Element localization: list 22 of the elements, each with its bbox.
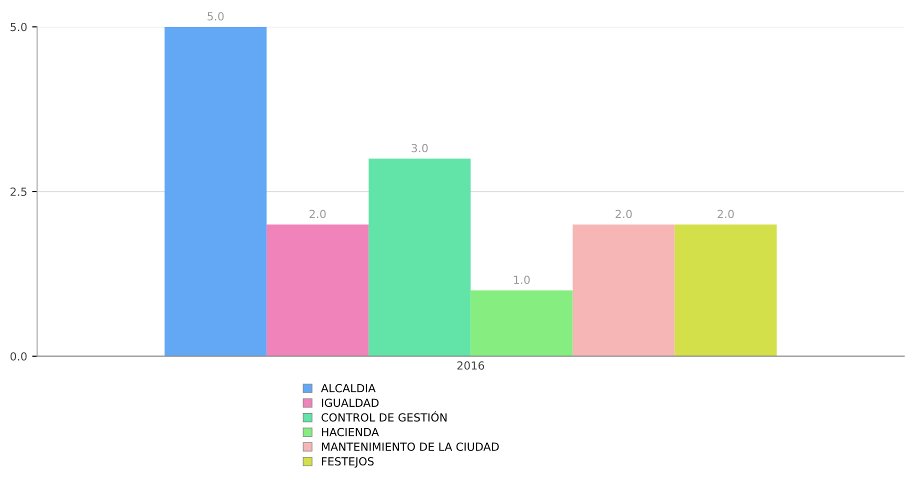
legend-label: FESTEJOS — [322, 457, 374, 468]
bar — [164, 26, 267, 356]
data-label: 5.0 — [208, 12, 224, 21]
bar — [470, 290, 573, 356]
y-tick-label: 0.0 — [10, 352, 27, 361]
bar — [572, 224, 675, 356]
bar — [266, 224, 369, 356]
legend-label: HACIENDA — [322, 428, 379, 436]
y-tick-label: 5.0 — [10, 22, 27, 32]
data-label: 2.0 — [616, 210, 632, 218]
bar — [674, 224, 777, 356]
y-tick-label: 2.5 — [10, 188, 26, 196]
bar — [368, 158, 471, 356]
legend-label: IGUALDAD — [322, 398, 379, 407]
data-label: 1.0 — [514, 276, 530, 284]
legend-label: ALCALDIA — [321, 384, 376, 392]
data-label: 3.0 — [412, 144, 428, 152]
legend-label: MANTENIMIENTO DE LA CIUDAD — [322, 442, 499, 451]
x-tick-label: 2016 — [457, 361, 484, 370]
legend-label: CONTROL DE GESTIÓN — [322, 411, 447, 422]
data-label: 2.0 — [718, 210, 734, 218]
data-label: 2.0 — [310, 210, 326, 218]
